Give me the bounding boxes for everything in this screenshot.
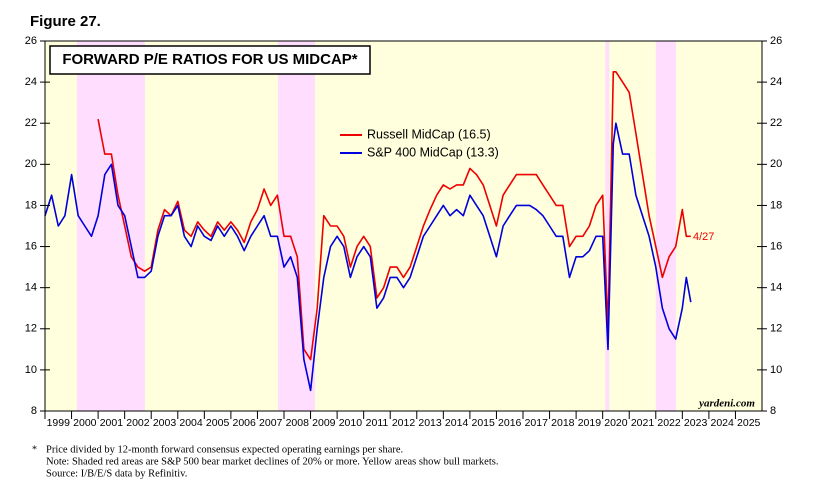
y2-tick-label: 10 <box>770 364 782 376</box>
x-tick-label: 2010 <box>339 417 363 429</box>
bear-market-shade <box>655 41 676 411</box>
y2-tick-label: 20 <box>770 158 782 170</box>
y-tick-label: 26 <box>25 35 37 47</box>
x-tick-label: 2011 <box>366 417 389 429</box>
background-layer <box>45 41 762 411</box>
x-tick-label: 2017 <box>525 417 549 429</box>
x-tick-label: 1999 <box>47 417 71 429</box>
y-tick-label: 22 <box>25 117 37 129</box>
y-tick-label: 18 <box>25 199 37 211</box>
bear-market-shade <box>76 41 145 411</box>
footnote: Price divided by 12-month forward consen… <box>46 444 403 455</box>
x-tick-label: 2020 <box>604 417 628 429</box>
x-tick-label: 2021 <box>631 417 655 429</box>
x-tick-label: 2013 <box>418 417 442 429</box>
source-mark: yardeni.com <box>697 398 755 410</box>
x-tick-label: 2024 <box>710 417 734 429</box>
y2-tick-label: 8 <box>770 405 776 417</box>
y-tick-label: 16 <box>25 240 37 252</box>
y-tick-label: 14 <box>25 282 37 294</box>
bear-market-shade <box>277 41 316 411</box>
x-tick-label: 2005 <box>206 417 230 429</box>
lines-layer <box>44 71 692 392</box>
x-tick-label: 2001 <box>100 417 124 429</box>
x-tick-label: 2019 <box>578 417 602 429</box>
y2-tick-label: 18 <box>770 199 782 211</box>
x-tick-label: 2004 <box>179 417 203 429</box>
x-tick-label: 2025 <box>737 417 761 429</box>
footnote: Note: Shaded red areas are S&P 500 bear … <box>46 456 498 467</box>
footnote: Source: I/B/E/S data by Refinitiv. <box>46 468 187 479</box>
annotation: 4/27 <box>693 231 714 243</box>
x-tick-label: 2002 <box>126 417 150 429</box>
x-tick-label: 2023 <box>684 417 708 429</box>
x-tick-label: 2015 <box>471 417 495 429</box>
title-box <box>49 45 371 75</box>
y2-tick-label: 16 <box>770 240 782 252</box>
y2-tick-label: 22 <box>770 117 782 129</box>
chart-title: FORWARD P/E RATIOS FOR US MIDCAP* <box>62 51 357 68</box>
y-tick-label: 8 <box>31 405 37 417</box>
x-tick-label: 2009 <box>312 417 336 429</box>
y-tick-label: 10 <box>25 364 37 376</box>
y-tick-label: 20 <box>25 158 37 170</box>
x-tick-label: 2012 <box>392 417 416 429</box>
x-tick-label: 2018 <box>551 417 575 429</box>
plot-frame <box>44 40 763 412</box>
y2-tick-label: 14 <box>770 282 782 294</box>
x-tick-label: 2008 <box>286 417 310 429</box>
x-tick-label: 2016 <box>498 417 522 429</box>
footnote-marker: * <box>32 444 37 455</box>
series-line <box>97 71 691 361</box>
x-tick-label: 2006 <box>232 417 256 429</box>
y2-tick-label: 24 <box>770 76 782 88</box>
foreground-layer: Figure 27. FORWARD P/E RATIOS FOR US MID… <box>25 13 783 479</box>
y-tick-label: 24 <box>25 76 37 88</box>
y-tick-label: 12 <box>25 323 37 335</box>
x-tick-label: 2007 <box>259 417 283 429</box>
x-tick-label: 2003 <box>153 417 177 429</box>
x-tick-label: 2014 <box>445 417 469 429</box>
y2-tick-label: 26 <box>770 35 782 47</box>
bear-market-shade <box>605 41 610 411</box>
y2-tick-label: 12 <box>770 323 782 335</box>
x-tick-label: 2000 <box>73 417 97 429</box>
figure-label: Figure 27. <box>30 13 101 30</box>
x-tick-label: 2022 <box>657 417 681 429</box>
legend-label: S&P 400 MidCap (13.3) <box>367 145 499 159</box>
series-line <box>44 122 692 392</box>
bull-market-background <box>45 41 762 411</box>
legend-label: Russell MidCap (16.5) <box>367 127 491 141</box>
